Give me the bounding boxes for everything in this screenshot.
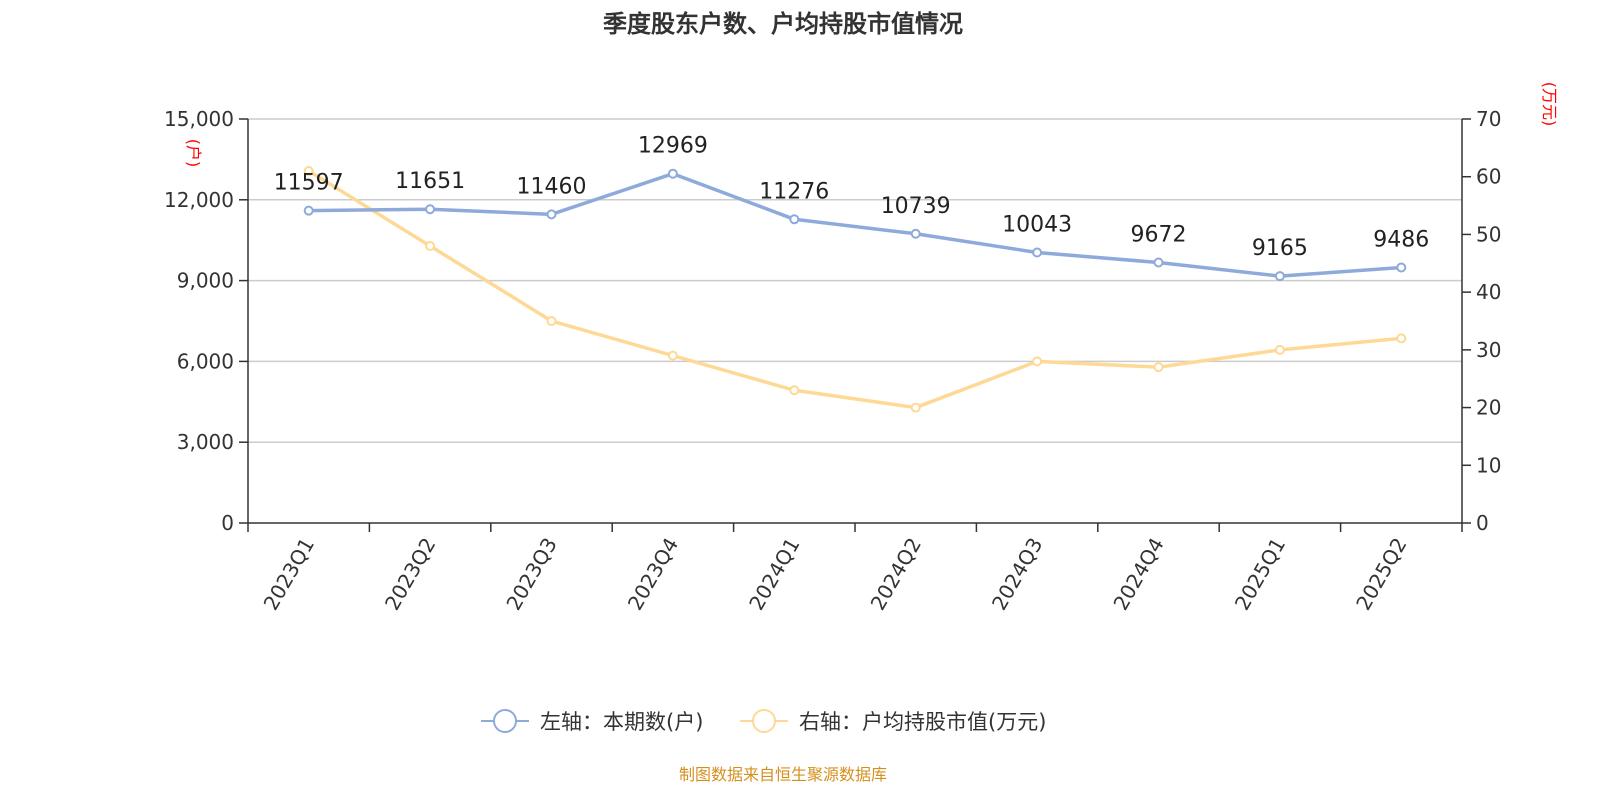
right-tick-label-2: 20 <box>1476 396 1501 420</box>
grid-lines <box>248 118 1462 443</box>
data-label-0: 11597 <box>274 171 344 196</box>
left-tick-label-5: 15,000 <box>164 107 234 131</box>
series-0-point-3 <box>667 168 678 179</box>
right-tick-label-1: 10 <box>1476 453 1501 477</box>
data-label-5: 10739 <box>881 194 951 219</box>
left-tick-label-3: 9,000 <box>177 269 234 293</box>
legend-left-label: 左轴：本期数(户) <box>540 710 703 734</box>
right-tick-label-6: 60 <box>1476 165 1501 189</box>
legend-right-marker <box>752 709 776 733</box>
series-0-point-2 <box>546 209 557 220</box>
x-tick-label-4: 2024Q1 <box>744 534 804 615</box>
series-1-point-7 <box>1153 362 1164 373</box>
data-label-6: 10043 <box>1002 213 1072 238</box>
series-0-point-8 <box>1274 271 1285 282</box>
data-label-9: 9486 <box>1373 228 1429 253</box>
x-tick-label-5: 2024Q2 <box>866 534 926 615</box>
right-axis-unit: (万元) <box>1540 82 1559 127</box>
left-tick-label-4: 12,000 <box>164 188 234 212</box>
series-1-point-4 <box>789 385 800 396</box>
series-0-point-9 <box>1396 262 1407 273</box>
data-label-3: 12969 <box>638 134 708 159</box>
x-tick-label-9: 2025Q2 <box>1351 534 1411 615</box>
series-1-point-9 <box>1396 333 1407 344</box>
series-1-point-0 <box>303 165 314 176</box>
right-tick-label-0: 0 <box>1476 511 1489 535</box>
x-tick-label-0: 2023Q1 <box>259 534 319 615</box>
x-tick-label-8: 2025Q1 <box>1230 534 1290 615</box>
data-label-7: 9672 <box>1131 223 1187 248</box>
legend-left-marker <box>493 709 517 733</box>
data-label-4: 11276 <box>759 179 829 204</box>
legend-item-right[interactable]: 右轴：户均持股市值(万元) <box>740 709 1046 734</box>
left-tick-label-2: 6,000 <box>177 349 234 373</box>
x-axis-labels: 2023Q1 2023Q2 2023Q3 2023Q4 2024Q1 2024Q2 2024… <box>259 534 1412 615</box>
right-tick-label-5: 50 <box>1476 222 1501 246</box>
left-tick-label-1: 3,000 <box>177 430 234 454</box>
left-axis-unit: (户) <box>184 139 203 168</box>
right-tick-label-4: 40 <box>1476 280 1501 304</box>
axes <box>247 119 1463 532</box>
series-1-line <box>307 169 1402 410</box>
series-0-point-5 <box>910 228 921 239</box>
x-tick-label-6: 2024Q3 <box>987 534 1047 615</box>
x-tick-label-7: 2024Q4 <box>1108 534 1168 615</box>
series-1-point-6 <box>1032 356 1043 367</box>
legend-right-label: 右轴：户均持股市值(万元) <box>799 710 1046 734</box>
series-0-point-0 <box>303 205 314 216</box>
series-1-point-1 <box>425 240 436 251</box>
series-0-point-1 <box>425 204 436 215</box>
left-axis-ticks: 0 3,000 6,000 9,000 12,000 15,000 <box>164 107 248 535</box>
chart-title: 季度股东户数、户均持股市值情况 <box>603 10 963 38</box>
series-0-point-6 <box>1032 247 1043 258</box>
left-tick-label-0: 0 <box>221 511 234 535</box>
series-0-point-7 <box>1153 257 1164 268</box>
legend: 左轴：本期数(户) 右轴：户均持股市值(万元) <box>481 709 1046 734</box>
data-label-1: 11651 <box>395 169 465 194</box>
right-tick-label-7: 70 <box>1476 107 1501 131</box>
data-label-2: 11460 <box>517 174 587 199</box>
series-layer <box>303 165 1407 413</box>
series-0-point-4 <box>789 214 800 225</box>
series-1-point-5 <box>910 402 921 413</box>
right-axis-ticks: 0 10 20 30 40 50 60 70 <box>1462 107 1501 535</box>
series-0-line <box>308 171 1402 278</box>
x-tick-label-2: 2023Q3 <box>501 534 561 615</box>
series-1-point-3 <box>667 350 678 361</box>
data-labels: 11597 11651 11460 12969 11276 10739 10043 9672 9… <box>274 134 1430 261</box>
x-tick-label-1: 2023Q2 <box>380 534 440 615</box>
legend-item-left[interactable]: 左轴：本期数(户) <box>481 709 703 734</box>
source-note: 制图数据来自恒生聚源数据库 <box>679 765 887 784</box>
x-tick-label-3: 2023Q4 <box>623 534 683 615</box>
series-1-point-8 <box>1274 344 1285 355</box>
right-tick-label-3: 30 <box>1476 338 1501 362</box>
data-label-8: 9165 <box>1252 236 1308 261</box>
series-1-point-2 <box>546 316 557 326</box>
